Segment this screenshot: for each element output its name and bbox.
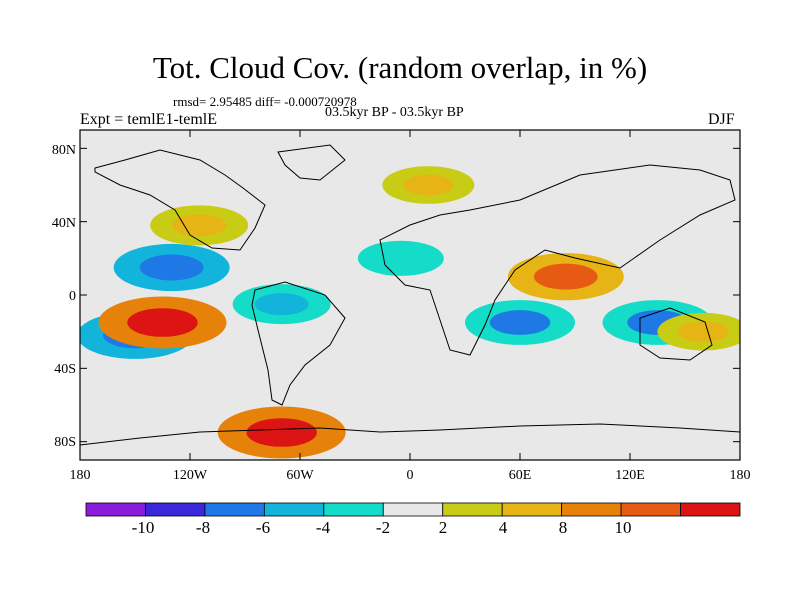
colorbar-label: 2	[438, 518, 448, 537]
colorbar-swatch	[85, 502, 146, 517]
anomaly-core	[403, 174, 454, 196]
colorbar-swatch	[323, 502, 384, 517]
coastline-australia	[639, 307, 713, 361]
anomaly-core	[678, 321, 729, 343]
lat-label-eq: 0	[69, 289, 76, 304]
period-label: 03.5kyr BP - 03.5kyr BP	[325, 105, 464, 120]
lon-label-120e: 120E	[615, 468, 645, 483]
anomaly-core	[489, 310, 551, 335]
colorbar-label: 4	[498, 518, 508, 537]
anomaly-core	[254, 293, 309, 316]
lon-label-60e: 60E	[508, 468, 532, 483]
coastline-africa-eurasia	[379, 164, 736, 356]
colorbar-swatch	[680, 502, 741, 517]
rmsd-diff-stats: rmsd= 2.95485 diff= -0.000720978	[173, 94, 357, 109]
lon-label-120w: 120W	[172, 468, 208, 483]
colorbar-label: 8	[558, 518, 568, 537]
chart-title: Tot. Cloud Cov. (random overlap, in %)	[152, 50, 648, 85]
experiment-label: Expt = temlE1-temlE	[80, 111, 217, 128]
colorbar-swatch	[382, 502, 444, 517]
anomaly-core	[246, 418, 317, 447]
lat-label-80s: 80S	[54, 435, 76, 450]
colorbar-label: -6	[255, 518, 271, 537]
lat-label-40n: 40N	[51, 216, 76, 231]
colorbar-swatch	[204, 502, 265, 517]
colorbar	[85, 502, 741, 517]
coastlines	[80, 144, 740, 446]
coastline-north-america	[94, 149, 266, 251]
anomaly-core	[377, 248, 425, 269]
lon-label-0: 0	[406, 468, 414, 483]
anomaly-core	[127, 308, 198, 337]
lon-label-60w: 60W	[286, 468, 314, 483]
axis-ticks	[79, 130, 741, 460]
colorbar-swatch	[145, 502, 206, 517]
colorbar-label: -8	[195, 518, 211, 537]
colorbar-swatch	[561, 502, 622, 517]
anomaly-field	[80, 166, 740, 459]
colorbar-label: 10	[614, 518, 632, 537]
colorbar-swatch	[501, 502, 563, 517]
anomaly-core	[533, 263, 598, 290]
colorbar-label: -2	[375, 518, 391, 537]
season-label: DJF	[708, 111, 735, 128]
lon-label-180w: 180	[69, 468, 91, 483]
coastline-greenland	[277, 144, 346, 181]
lon-label-180e: 180	[729, 468, 751, 483]
colorbar-swatch	[620, 502, 681, 517]
colorbar-label: -10	[131, 518, 155, 537]
colorbar-swatch	[442, 502, 503, 517]
lat-label-80n: 80N	[51, 143, 76, 158]
colorbar-label: -4	[315, 518, 331, 537]
coastline-south-america	[251, 281, 346, 406]
anomaly-core	[172, 214, 227, 237]
coastline-antarctica	[80, 423, 740, 446]
anomaly-core	[139, 254, 204, 281]
colorbar-swatch	[263, 502, 325, 517]
lat-label-40s: 40S	[54, 362, 76, 377]
